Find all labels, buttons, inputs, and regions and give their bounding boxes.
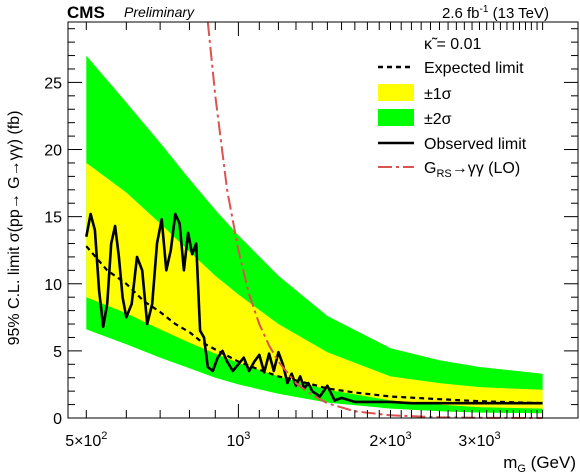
legend-two-sigma-swatch [378,109,414,126]
x-axis-main: m [503,453,517,472]
legend-theory-prefix: G [424,160,436,177]
lumi-exponent: -1 [480,4,489,15]
legend-one-sigma-swatch [378,84,414,101]
x-tick-mantissa: 2×10 [369,433,405,450]
status-label: Preliminary [124,4,195,20]
legend-kappa-value: = 0.01 [432,36,481,53]
legend-expected-label: Expected limit [424,60,524,77]
x-tick-mantissa: 5×10 [65,433,101,450]
legend-observed-label: Observed limit [424,136,527,153]
legend: κ̃ = 0.01 Expected limit ±1σ ±2σ Observe… [378,36,527,180]
y-tick-label: 10 [44,277,62,294]
x-axis-unit: (GeV) [526,453,576,472]
x-axis-title: mG (GeV) [503,453,576,475]
x-tick-label: 2×103 [369,430,411,450]
energy-label: (13 TeV) [488,5,549,22]
x-axis-sub: G [517,463,526,475]
y-tick-label: 15 [44,210,62,227]
expected-limit-line [85,245,543,405]
x-tick-exponent: 2 [101,430,107,442]
x-tick-label: 3×103 [458,430,500,450]
legend-theory-label: GRS→γγ (LO) [424,160,520,180]
x-tick-exponent: 3 [405,430,411,442]
x-tick-mantissa: 10 [226,433,244,450]
experiment-label: CMS [67,3,105,22]
y-axis-title: 95% C.L. limit σ(pp→ G→γγ) (fb) [6,111,23,346]
x-tick-exponent: 3 [494,430,500,442]
x-tick-label: 5×102 [65,430,107,450]
one-sigma-band [86,162,543,409]
legend-one-sigma-label: ±1σ [424,86,452,103]
lumi-value: 2.6 fb [442,5,480,22]
x-tick-label: 103 [226,430,250,450]
y-tick-label: 5 [53,344,62,361]
y-tick-label: 0 [53,411,62,428]
legend-theory-suffix: →γγ (LO) [452,160,520,177]
y-tick-label: 20 [44,143,62,160]
legend-theory-sub: RS [436,168,451,180]
x-tick-exponent: 3 [244,430,250,442]
x-tick-mantissa: 3×10 [458,433,494,450]
theory-line [206,21,543,419]
y-tick-label: 25 [44,75,62,92]
lines-layer [85,21,543,419]
bands-layer [86,55,543,414]
observed-limit-line [85,212,543,405]
plot-frame [67,21,579,419]
luminosity-label: 2.6 fb-1 (13 TeV) [442,4,549,22]
legend-header: κ̃ = 0.01 [424,36,481,53]
legend-two-sigma-label: ±2σ [424,111,452,128]
